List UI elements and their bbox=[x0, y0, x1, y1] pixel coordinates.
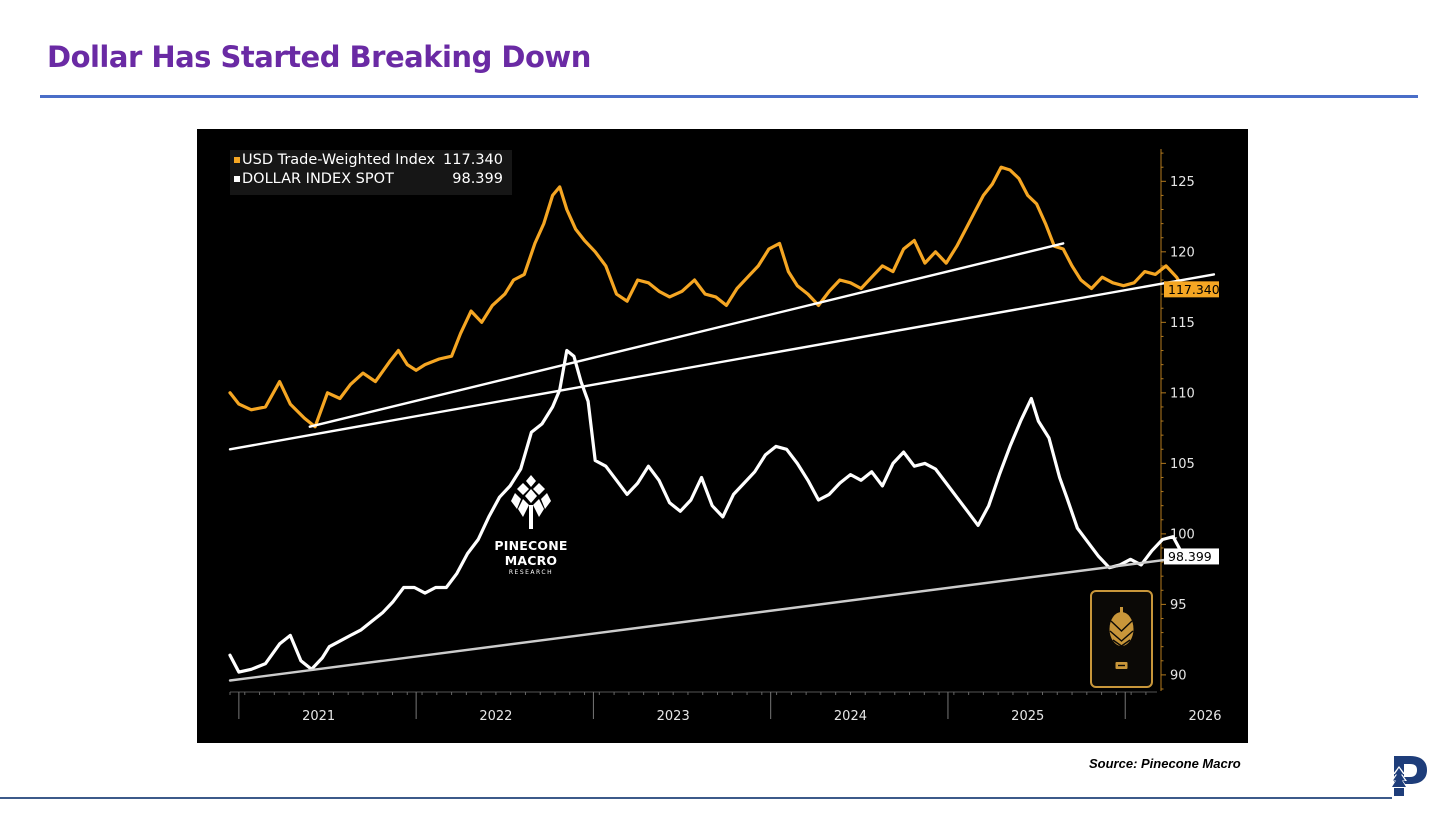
last-value-badge: 117.340 bbox=[1164, 281, 1220, 298]
y-tick-label: 120 bbox=[1170, 245, 1195, 260]
trendline-2 bbox=[308, 242, 1065, 428]
slide-title: Dollar Has Started Breaking Down bbox=[47, 40, 591, 74]
watermark-subtitle: RESEARCH bbox=[508, 569, 554, 576]
pinecone-logo-icon bbox=[511, 475, 551, 529]
legend-item-dxy: DOLLAR INDEX SPOT 98.399 bbox=[230, 170, 512, 189]
chart-panel: 90 95 100 105 110 115 120 125 2021 2022 2023 2024 20… bbox=[197, 129, 1248, 743]
pinecone-badge-icon bbox=[1090, 590, 1153, 688]
y-tick-label: 110 bbox=[1170, 386, 1195, 401]
watermark-name: PINECONE MACRO bbox=[494, 538, 568, 568]
x-tick-label: 2021 bbox=[302, 709, 335, 724]
y-tick-label: 95 bbox=[1170, 598, 1187, 613]
brand-p-logo-icon bbox=[1390, 756, 1427, 796]
y-tick-label: 105 bbox=[1170, 457, 1195, 472]
last-value-badge-bg bbox=[1164, 281, 1219, 298]
source-note: Source: Pinecone Macro bbox=[1089, 756, 1241, 771]
legend-label: DOLLAR INDEX SPOT bbox=[242, 171, 394, 187]
watermark: PINECONE MACRO RESEARCH bbox=[469, 473, 593, 576]
y-tick-label: 100 bbox=[1170, 527, 1195, 542]
series-line-1 bbox=[228, 348, 1186, 674]
last-value-label: 117.340 bbox=[1168, 282, 1220, 297]
x-tick-label: 2022 bbox=[479, 709, 512, 724]
y-tick-label: 125 bbox=[1170, 175, 1195, 190]
legend-swatch-dxy bbox=[234, 176, 240, 182]
y-tick-label: 90 bbox=[1170, 668, 1187, 683]
legend-label: USD Trade-Weighted Index bbox=[242, 152, 436, 168]
x-tick-label: 2026 bbox=[1188, 709, 1221, 724]
footer-divider bbox=[0, 797, 1392, 799]
y-tick-label: 115 bbox=[1170, 316, 1195, 331]
trendline-4 bbox=[228, 552, 1216, 682]
legend-item-usd-twi: USD Trade-Weighted Index 117.340 bbox=[230, 151, 512, 170]
last-value-label: 98.399 bbox=[1168, 549, 1212, 564]
last-value-badge: 98.399 bbox=[1164, 548, 1219, 565]
trendline-3 bbox=[228, 273, 1216, 451]
legend-value: 117.340 bbox=[443, 152, 503, 168]
title-divider bbox=[40, 95, 1418, 98]
chart-canvas: 90 95 100 105 110 115 120 125 2021 2022 2023 2024 20… bbox=[228, 149, 1222, 724]
x-tick-label: 2025 bbox=[1011, 709, 1044, 724]
legend-value: 98.399 bbox=[452, 171, 503, 187]
last-value-badge-bg bbox=[1164, 548, 1219, 565]
x-tick-label: 2024 bbox=[834, 709, 867, 724]
series-line-0 bbox=[228, 165, 1186, 429]
chart-legend: USD Trade-Weighted Index 117.340 DOLLAR … bbox=[230, 150, 512, 195]
legend-swatch-usd-twi bbox=[234, 157, 240, 163]
x-tick-label: 2023 bbox=[657, 709, 690, 724]
